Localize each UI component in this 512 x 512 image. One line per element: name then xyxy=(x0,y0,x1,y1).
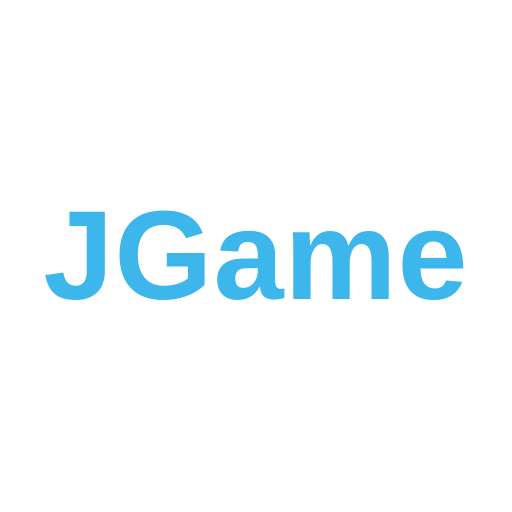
app-logo-wordmark: JGame xyxy=(43,185,469,326)
